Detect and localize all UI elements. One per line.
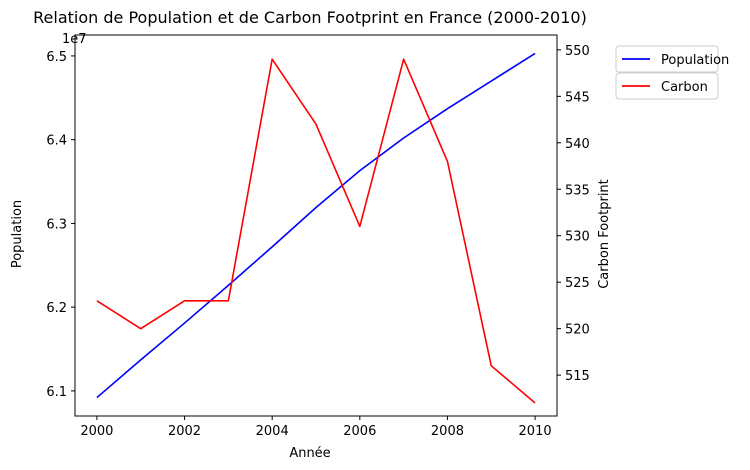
- x-tick-label: 2008: [431, 424, 464, 439]
- right-y-axis: 515 520 525 530 535 540 545 550: [557, 44, 590, 384]
- x-tick-label: 2004: [256, 424, 289, 439]
- left-y-tick-label: 6.4: [46, 134, 67, 149]
- legend: Population Carbon: [615, 45, 729, 100]
- left-y-axis: 6.1 6.2 6.3 6.4 6.5: [46, 50, 75, 400]
- left-y-axis-label: Population: [10, 200, 25, 268]
- legend-box-population: [615, 45, 719, 73]
- x-tick-label: 2002: [168, 424, 201, 439]
- x-tick-label: 2010: [519, 424, 552, 439]
- x-axis-label: Année: [289, 446, 330, 461]
- legend-box-carbon: [615, 72, 719, 100]
- right-y-tick-label: 525: [565, 276, 590, 291]
- left-y-tick-label: 6.3: [46, 217, 67, 232]
- right-y-tick-label: 520: [565, 323, 590, 338]
- right-y-tick-label: 535: [565, 183, 590, 198]
- left-y-tick-label: 6.5: [46, 50, 67, 65]
- right-y-tick-label: 515: [565, 369, 590, 384]
- x-tick-label: 2006: [343, 424, 376, 439]
- legend-label-carbon: Carbon: [661, 80, 708, 95]
- right-y-tick-label: 540: [565, 137, 590, 152]
- right-y-axis-label: Carbon Footprint: [597, 179, 612, 289]
- left-y-tick-label: 6.2: [46, 301, 67, 316]
- series-layer: [96, 52, 536, 404]
- plot-frame: [74, 34, 558, 417]
- left-axis-offset-label: 1e7: [62, 32, 87, 47]
- right-y-tick-label: 545: [565, 90, 590, 105]
- right-y-tick-label: 550: [565, 44, 590, 59]
- legend-label-population: Population: [661, 53, 729, 68]
- series-line-carbon: [96, 58, 536, 404]
- chart-title: Relation de Population et de Carbon Foot…: [33, 8, 587, 27]
- series-line-population: [96, 52, 536, 399]
- left-y-tick-label: 6.1: [46, 385, 67, 400]
- right-y-tick-label: 530: [565, 230, 590, 245]
- x-tick-label: 2000: [80, 424, 113, 439]
- x-axis: 2000 2002 2004 2006 2008 2010: [80, 416, 552, 439]
